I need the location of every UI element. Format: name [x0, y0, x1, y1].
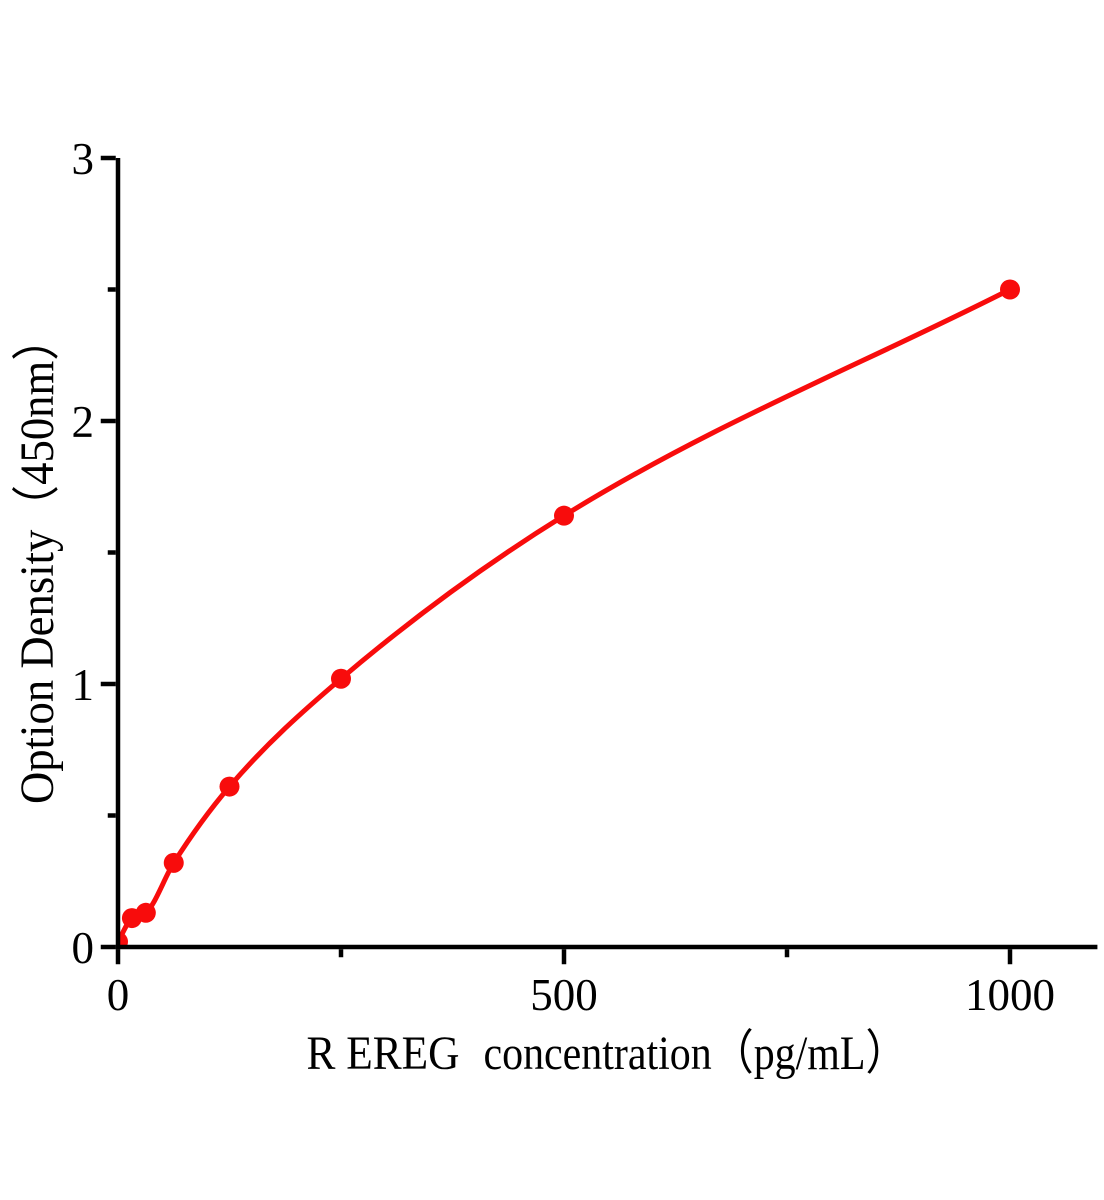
y-axis-title: Option Density（450nm） [11, 316, 64, 804]
data-point [554, 505, 574, 526]
x-axis-title: R EREG concentration（pg/mL） [307, 1027, 908, 1080]
y-tick-label: 2 [72, 397, 95, 447]
x-tick-label: 0 [107, 970, 130, 1020]
x-tick-label: 500 [530, 970, 598, 1020]
plot-area [118, 279, 1020, 947]
data-point [118, 931, 128, 947]
y-tick-label: 1 [72, 660, 95, 710]
curve-line [118, 287, 1013, 945]
data-point [1000, 279, 1020, 300]
x-tick-label: 1000 [965, 970, 1055, 1020]
x-axis-title-prefix: R EREG [307, 1027, 460, 1080]
axes [100, 155, 1098, 965]
data-point [331, 668, 351, 689]
y-tick-label: 3 [72, 134, 95, 184]
data-point [219, 776, 240, 797]
data-point [135, 902, 156, 923]
y-tick-label: 0 [72, 923, 95, 973]
x-axis-title-suffix: concentration（pg/mL） [484, 1027, 908, 1080]
data-point [163, 852, 184, 873]
